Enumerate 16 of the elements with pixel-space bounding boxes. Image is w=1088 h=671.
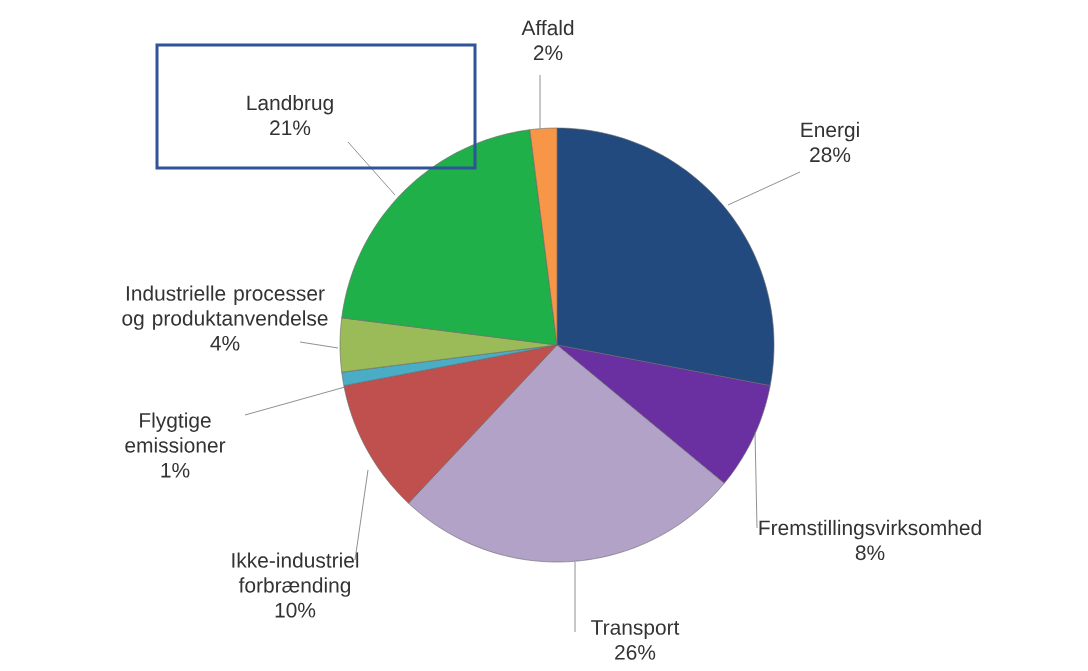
data-label: 8%: [855, 545, 885, 561]
slice-label: Flygtige emissioner: [125, 412, 226, 453]
data-label: 10%: [275, 602, 316, 618]
slice-label: Transport: [591, 620, 680, 639]
slice-label: Affald: [521, 19, 574, 36]
slice-label: Energi: [801, 121, 859, 142]
data-label: 1%: [161, 462, 190, 478]
data-label: 4%: [210, 335, 240, 351]
data-label: 26%: [615, 644, 656, 660]
slice-label: Industrielle processer og produktanvendelse: [122, 285, 328, 330]
data-label: 2%: [533, 45, 563, 61]
data-label: 21%: [270, 120, 311, 136]
slice-label: Fremstillingsvirksomhed: [759, 519, 981, 540]
data-label: 28%: [810, 147, 851, 163]
slice-label: Landbrug: [247, 94, 333, 115]
slice-label: Ikke-industriel forbrænding: [232, 552, 359, 597]
